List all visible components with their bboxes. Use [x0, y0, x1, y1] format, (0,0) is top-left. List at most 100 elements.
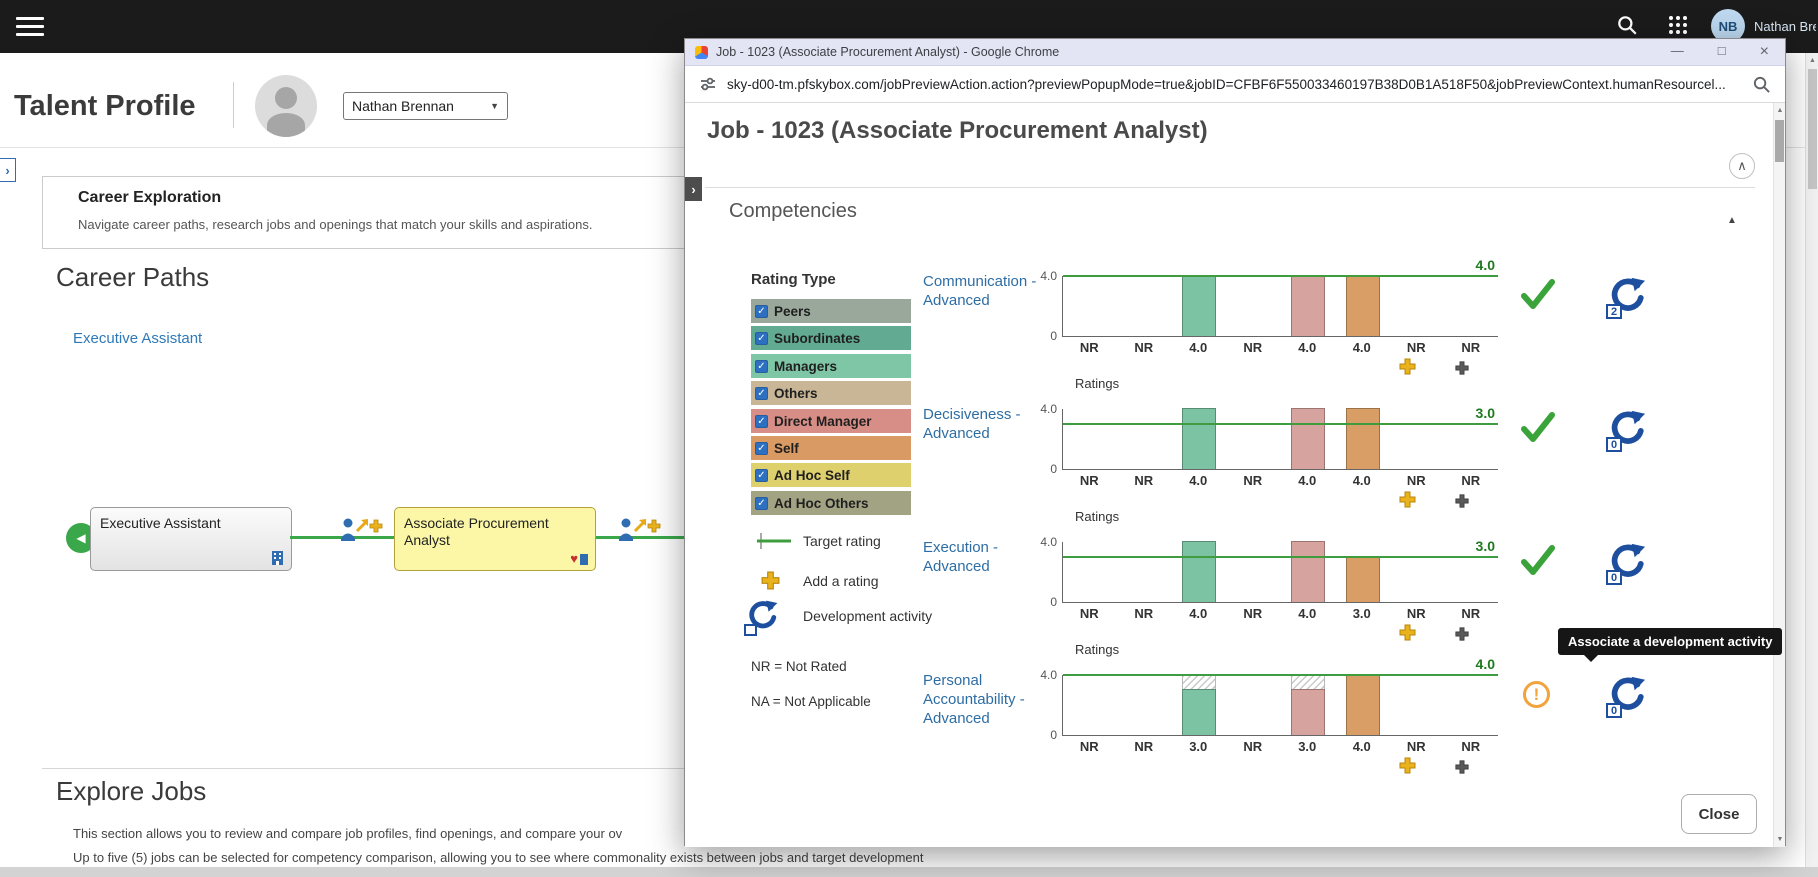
rating-value-label: NR	[1243, 739, 1263, 754]
rating-type-checkbox[interactable]: ✓	[755, 414, 768, 428]
rating-type-label: Direct Manager	[774, 413, 872, 429]
career-path-link[interactable]: Executive Assistant	[73, 330, 203, 347]
job-node-associate-procurement-analyst[interactable]: Associate Procurement Analyst ♥	[394, 507, 596, 571]
rating-value-label: NR	[1079, 739, 1099, 754]
rating-type-checkbox[interactable]: ✓	[755, 304, 768, 318]
url-text[interactable]: sky-d00-tm.pfskybox.com/jobPreviewAction…	[727, 76, 1726, 92]
scroll-up-icon[interactable]: ▲	[1776, 107, 1784, 114]
rating-bar	[1345, 556, 1380, 602]
scroll-up-icon[interactable]: ▲	[1809, 56, 1816, 64]
building-icon	[271, 551, 284, 565]
rating-value-label: NR	[1406, 606, 1426, 621]
ratings-bar-chart	[1062, 275, 1498, 337]
development-activity-icon[interactable]: 0	[1606, 675, 1649, 718]
rating-bar	[1182, 689, 1217, 735]
add-rating-icon[interactable]	[1399, 358, 1416, 375]
rating-value-label: NR	[1406, 473, 1426, 488]
promote-add-icon[interactable]	[616, 514, 662, 549]
close-window-button[interactable]: ×	[1759, 43, 1769, 60]
target-warning-icon: !	[1523, 681, 1550, 708]
zoom-icon[interactable]	[1752, 75, 1771, 94]
ratings-bar-chart	[1062, 674, 1498, 736]
scroll-down-icon[interactable]: ▼	[1776, 836, 1784, 843]
target-rating-legend-icon	[757, 533, 791, 549]
maximize-button[interactable]: □	[1717, 43, 1726, 58]
not-rated-note: NR = Not Rated	[751, 659, 847, 674]
not-applicable-note: NA = Not Applicable	[751, 694, 871, 709]
y-axis-max-label: 4.0	[1040, 269, 1057, 283]
rating-type-checkbox[interactable]: ✓	[755, 496, 768, 510]
y-axis-min-label: 0	[1050, 728, 1057, 742]
rating-value-label: 3.0	[1189, 739, 1208, 754]
user-name[interactable]: Nathan Bre	[1754, 19, 1816, 34]
site-settings-icon[interactable]	[699, 75, 717, 93]
match-heart-icon: ♥	[570, 551, 578, 566]
development-activity-count: 2	[1606, 304, 1622, 319]
y-axis-max-label: 4.0	[1040, 668, 1057, 682]
popup-panel-expander[interactable]: ›	[685, 177, 702, 201]
promote-add-icon[interactable]	[338, 514, 384, 549]
rating-type-label: Ad Hoc Others	[774, 495, 869, 511]
explore-jobs-text-1: This section allows you to review and co…	[73, 826, 623, 841]
collapse-page-icon[interactable]: ∧	[1729, 153, 1755, 179]
add-rating-icon[interactable]	[1399, 624, 1416, 641]
rating-type-row: ✓ Managers	[751, 354, 911, 378]
target-rating-line	[1063, 275, 1498, 277]
rating-value-label: 4.0	[1352, 340, 1371, 355]
rating-type-checkbox[interactable]: ✓	[755, 359, 768, 373]
close-button[interactable]: Close	[1681, 794, 1757, 834]
address-bar[interactable]: sky-d00-tm.pfskybox.com/jobPreviewAction…	[685, 66, 1785, 103]
collapse-section-icon[interactable]: ▲	[1727, 215, 1737, 226]
user-avatar[interactable]: NB	[1711, 9, 1745, 43]
chrome-popup-window: Job - 1023 (Associate Procurement Analys…	[684, 38, 1786, 847]
competency-link[interactable]: Execution - Advanced	[923, 539, 999, 575]
rating-type-row: ✓ Others	[751, 381, 911, 405]
rating-value-label: NR	[1243, 473, 1263, 488]
rating-type-title: Rating Type	[751, 271, 836, 288]
popup-scrollbar[interactable]: ▲ ▼	[1773, 103, 1785, 847]
left-panel-expander[interactable]: ›	[0, 158, 16, 182]
horizontal-scrollbar[interactable]	[0, 867, 1818, 877]
y-axis-min-label: 0	[1050, 329, 1057, 343]
development-activity-count: 0	[1606, 437, 1622, 452]
rating-bar	[1291, 541, 1326, 602]
rating-type-label: Self	[774, 440, 799, 456]
add-rating-icon[interactable]	[1399, 491, 1416, 508]
competency-link[interactable]: Personal Accountability - Advanced	[923, 672, 1025, 727]
rating-value-label: 3.0	[1298, 739, 1317, 754]
window-title: Job - 1023 (Associate Procurement Analys…	[716, 45, 1060, 59]
rating-type-checkbox[interactable]: ✓	[755, 441, 768, 455]
minimize-button[interactable]: —	[1670, 43, 1684, 58]
hamburger-menu-icon[interactable]	[16, 17, 44, 37]
window-titlebar[interactable]: Job - 1023 (Associate Procurement Analys…	[685, 39, 1785, 66]
add-rating-icon[interactable]	[1399, 757, 1416, 774]
page-scrollbar[interactable]: ▲	[1805, 53, 1818, 867]
development-activity-icon[interactable]: 0	[1606, 409, 1649, 452]
rating-type-checkbox[interactable]: ✓	[755, 331, 768, 345]
add-rating-other-icon[interactable]	[1455, 494, 1469, 508]
add-rating-other-icon[interactable]	[1455, 361, 1469, 375]
tooltip: Associate a development activity	[1558, 628, 1783, 662]
profile-selector[interactable]: Nathan Brennan ▼	[343, 92, 508, 120]
x-axis-label: Ratings	[1075, 376, 1120, 391]
rating-value-label: NR	[1079, 340, 1099, 355]
rating-type-checkbox[interactable]: ✓	[755, 468, 768, 482]
scrollbar-thumb[interactable]	[1775, 120, 1784, 162]
rating-value-label: NR	[1134, 473, 1154, 488]
target-rating-line	[1063, 423, 1498, 426]
scrollbar-thumb[interactable]	[1808, 69, 1817, 189]
development-activity-icon[interactable]: 0	[1606, 542, 1649, 585]
development-activity-icon[interactable]: 2	[1606, 276, 1649, 319]
search-icon[interactable]	[1616, 14, 1640, 38]
ratings-bar-chart	[1062, 408, 1498, 470]
add-rating-other-icon[interactable]	[1455, 760, 1469, 774]
app-grid-icon[interactable]	[1667, 14, 1691, 38]
target-rating-line	[1063, 674, 1498, 676]
add-rating-other-icon[interactable]	[1455, 627, 1469, 641]
job-node-executive-assistant[interactable]: Executive Assistant	[90, 507, 292, 571]
target-met-icon	[1521, 412, 1555, 442]
rating-type-checkbox[interactable]: ✓	[755, 386, 768, 400]
competency-link[interactable]: Communication - Advanced	[923, 273, 1037, 309]
rating-bar	[1182, 541, 1217, 602]
competency-link[interactable]: Decisiveness - Advanced	[923, 406, 1021, 442]
